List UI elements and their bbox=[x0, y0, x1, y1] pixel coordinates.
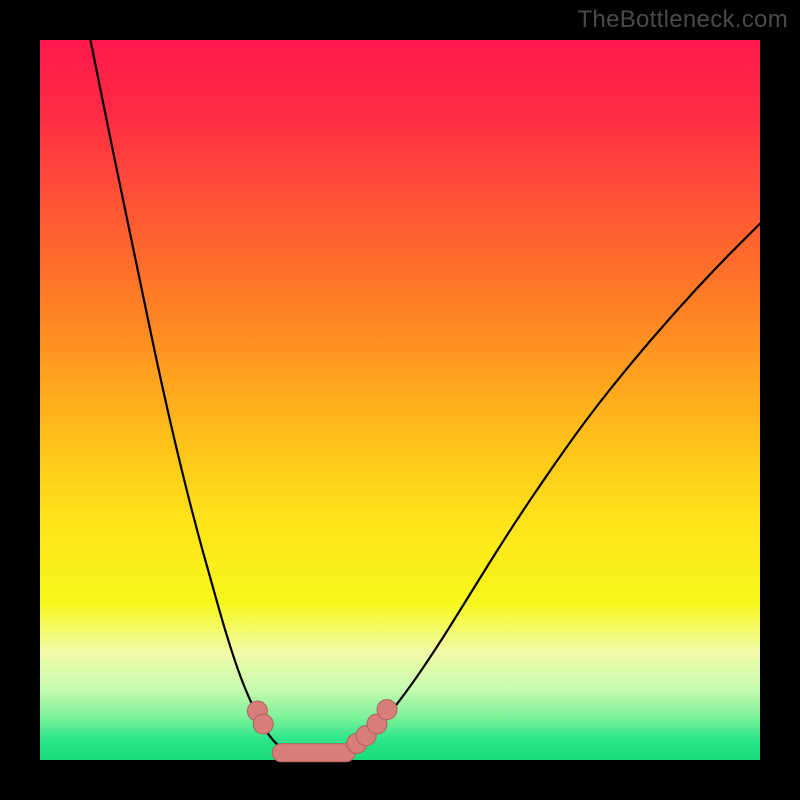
data-point bbox=[253, 714, 273, 734]
data-floor-capsule bbox=[272, 744, 355, 762]
data-point bbox=[377, 700, 397, 720]
watermark-text: TheBottleneck.com bbox=[577, 6, 788, 34]
bottleneck-chart bbox=[0, 0, 800, 800]
chart-container: TheBottleneck.com bbox=[0, 0, 800, 800]
plot-background bbox=[40, 40, 760, 760]
